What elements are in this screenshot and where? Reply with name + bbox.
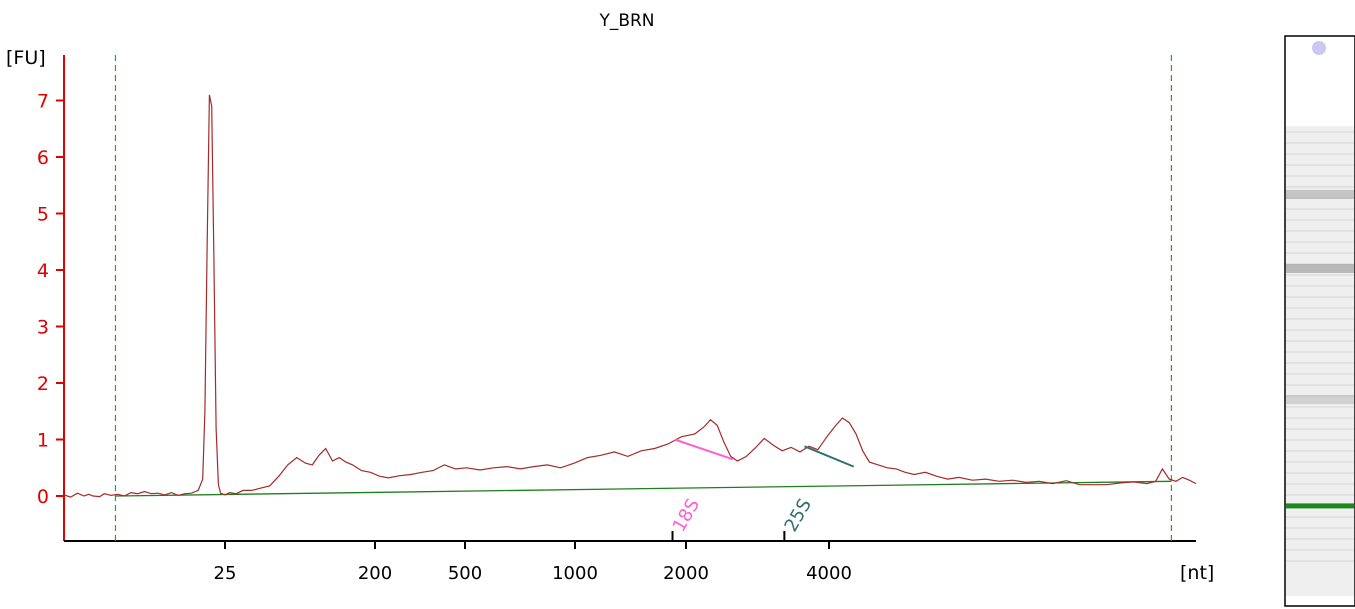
x-tick-label: 200: [358, 563, 392, 584]
gel-faint-band: [1286, 307, 1354, 309]
gel-faint-band: [1286, 428, 1354, 430]
y-tick-label: 6: [37, 147, 49, 169]
y-tick-label: 0: [37, 486, 49, 508]
peak-label: 25S: [781, 495, 816, 535]
gel-faint-band: [1286, 318, 1354, 320]
gel-faint-band: [1286, 153, 1354, 155]
gel-faint-band: [1286, 472, 1354, 474]
peak-label: 18S: [669, 495, 704, 535]
gel-faint-band: [1286, 263, 1354, 265]
gel-band: [1286, 503, 1354, 509]
y-tick-label: 4: [37, 260, 49, 282]
x-tick-label: 2000: [663, 563, 709, 584]
y-tick-label: 5: [37, 204, 49, 226]
y-tick-label: 2: [37, 373, 49, 395]
gel-faint-band: [1286, 384, 1354, 386]
gel-faint-band: [1286, 175, 1354, 177]
fluorescence-trace: [63, 94, 1197, 498]
gel-faint-band: [1286, 362, 1354, 364]
gel-faint-band: [1286, 560, 1354, 562]
gel-faint-band: [1286, 142, 1354, 144]
gel-faint-band: [1286, 186, 1354, 188]
gel-faint-band: [1286, 538, 1354, 540]
gel-faint-band: [1286, 450, 1354, 452]
gel-band: [1286, 264, 1354, 273]
gel-faint-band: [1286, 296, 1354, 298]
x-tick-label: 500: [448, 563, 482, 584]
x-tick-label: 1000: [552, 563, 598, 584]
x-axis-label: [nt]: [1180, 562, 1214, 584]
gel-faint-band: [1286, 164, 1354, 166]
gel-faint-band: [1286, 197, 1354, 199]
plot-area: 0 1 2 3 4 5 6 7 25 200 500 1000 2000 4000 18S 25S: [37, 55, 1197, 584]
gel-faint-band: [1286, 549, 1354, 551]
y-tick-label: 1: [37, 430, 49, 452]
gel-faint-band: [1286, 406, 1354, 408]
gel-faint-band: [1286, 439, 1354, 441]
gel-faint-band: [1286, 285, 1354, 287]
gel-lane-image: [1284, 35, 1355, 607]
chart-title: Y_BRN: [598, 11, 654, 31]
gel-band: [1286, 395, 1354, 405]
gel-faint-band: [1286, 516, 1354, 518]
gel-faint-band: [1286, 208, 1354, 210]
gel-faint-band: [1286, 219, 1354, 221]
peak-slope-line: [804, 445, 855, 468]
gel-faint-band: [1286, 351, 1354, 353]
y-tick-label: 3: [37, 317, 49, 339]
gel-faint-band: [1286, 131, 1354, 133]
x-tick-label: 25: [214, 563, 237, 584]
gel-faint-band: [1286, 494, 1354, 496]
gel-faint-band: [1286, 395, 1354, 397]
gel-faint-band: [1286, 340, 1354, 342]
y-axis-label: [FU]: [6, 47, 46, 69]
gel-faint-band: [1286, 527, 1354, 529]
gel-faint-band: [1286, 417, 1354, 419]
gel-faint-band: [1286, 252, 1354, 254]
gel-faint-band: [1286, 373, 1354, 375]
gel-well-dot: [1312, 41, 1326, 55]
baseline-line: [115, 480, 1172, 497]
gel-faint-band: [1286, 483, 1354, 485]
gel-faint-band: [1286, 461, 1354, 463]
peak-slope-line: [674, 438, 734, 461]
gel-faint-band: [1286, 329, 1354, 331]
x-tick-label: 4000: [806, 563, 852, 584]
gel-faint-band: [1286, 241, 1354, 243]
y-tick-label: 7: [37, 91, 49, 113]
gel-faint-band: [1286, 274, 1354, 276]
gel-faint-band: [1286, 230, 1354, 232]
gel-band: [1286, 189, 1354, 199]
